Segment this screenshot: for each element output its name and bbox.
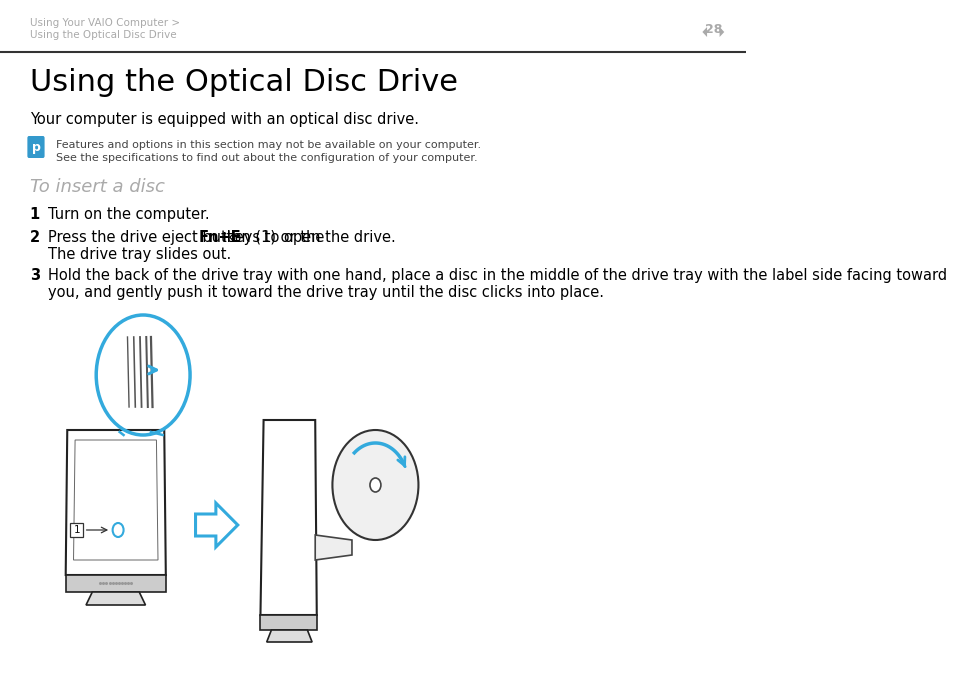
FancyBboxPatch shape — [28, 136, 45, 158]
Polygon shape — [86, 592, 145, 605]
Polygon shape — [66, 575, 166, 592]
Text: 1: 1 — [73, 525, 80, 535]
Text: Your computer is equipped with an optical disc drive.: Your computer is equipped with an optica… — [30, 112, 418, 127]
Text: The drive tray slides out.: The drive tray slides out. — [49, 247, 232, 262]
Text: To insert a disc: To insert a disc — [30, 178, 165, 196]
Polygon shape — [314, 535, 352, 560]
Text: you, and gently push it toward the drive tray until the disc clicks into place.: you, and gently push it toward the drive… — [49, 285, 604, 300]
FancyBboxPatch shape — [71, 523, 83, 537]
Text: 3: 3 — [30, 268, 40, 283]
Polygon shape — [719, 27, 723, 37]
Text: See the specifications to find out about the configuration of your computer.: See the specifications to find out about… — [56, 153, 477, 163]
Text: 2: 2 — [30, 230, 40, 245]
Text: Features and options in this section may not be available on your computer.: Features and options in this section may… — [56, 140, 481, 150]
Polygon shape — [267, 630, 312, 642]
Text: Turn on the computer.: Turn on the computer. — [49, 207, 210, 222]
Text: 28: 28 — [704, 23, 721, 36]
Polygon shape — [260, 615, 316, 630]
Text: 1: 1 — [30, 207, 40, 222]
Text: Using the Optical Disc Drive: Using the Optical Disc Drive — [30, 30, 176, 40]
Text: keys to open the drive.: keys to open the drive. — [222, 230, 395, 245]
Text: Fn+E: Fn+E — [198, 230, 241, 245]
Text: Using the Optical Disc Drive: Using the Optical Disc Drive — [30, 68, 457, 97]
Circle shape — [370, 478, 380, 492]
Circle shape — [332, 430, 418, 540]
Text: Using Your VAIO Computer >: Using Your VAIO Computer > — [30, 18, 180, 28]
Polygon shape — [701, 27, 706, 37]
Text: Hold the back of the drive tray with one hand, place a disc in the middle of the: Hold the back of the drive tray with one… — [49, 268, 946, 283]
Text: p: p — [31, 140, 40, 154]
Text: Press the drive eject button (1) or the: Press the drive eject button (1) or the — [49, 230, 329, 245]
